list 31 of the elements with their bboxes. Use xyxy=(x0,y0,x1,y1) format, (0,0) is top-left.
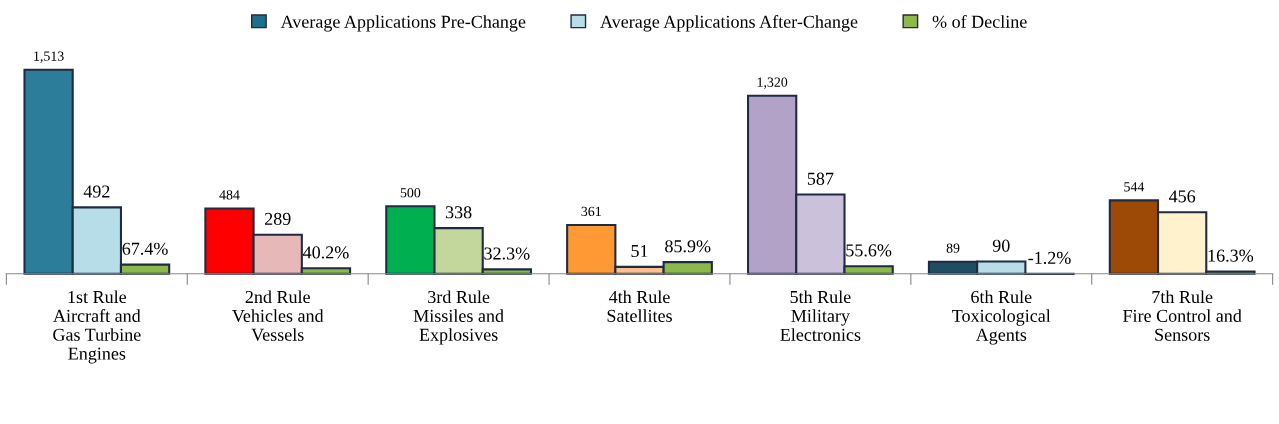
data-label: 32.3% xyxy=(484,247,530,260)
x-tick-label: 2nd Rule Vehicles and Vessels xyxy=(232,290,324,341)
legend-label: Average Applications After-Change xyxy=(600,14,858,32)
legend-label: % of Decline xyxy=(932,14,1027,28)
data-label: 55.6% xyxy=(846,244,892,257)
data-label: 51 xyxy=(631,244,648,258)
data-label: 1,513 xyxy=(34,51,64,63)
data-label: 338 xyxy=(445,206,472,219)
data-label: 67.4% xyxy=(122,242,168,255)
data-label: 40.2% xyxy=(303,246,349,259)
data-label: 500 xyxy=(400,187,421,198)
data-label: 89 xyxy=(946,243,960,253)
x-tick-label: 4th Rule Satellites xyxy=(607,290,672,322)
legend-label: Average Applications Pre-Change xyxy=(280,15,526,32)
data-label: -1.2% xyxy=(1028,251,1071,264)
x-tick-label: 6th Rule Toxicological Agents xyxy=(952,290,1051,345)
data-label: 587 xyxy=(807,172,834,185)
data-label: 90 xyxy=(992,239,1010,252)
x-tick-label: 1st Rule Aircraft and Gas Turbine Engines xyxy=(53,290,141,364)
x-tick-label: 3rd Rule Missiles and Explosives xyxy=(413,290,504,345)
x-tick-label: 5th Rule Military Electronics xyxy=(780,290,861,341)
data-label: 484 xyxy=(219,190,240,200)
data-label: 456 xyxy=(1168,190,1196,203)
data-label: 85.9% xyxy=(665,240,711,253)
data-label: 16.3% xyxy=(1208,249,1254,262)
data-label: 289 xyxy=(264,212,291,225)
data-label: 492 xyxy=(83,185,110,198)
data-label: 361 xyxy=(581,206,601,217)
x-tick-label: 7th Rule Fire Control and Sensors xyxy=(1123,290,1242,341)
data-label: 1,320 xyxy=(757,77,788,89)
data-label: 544 xyxy=(1124,182,1145,192)
